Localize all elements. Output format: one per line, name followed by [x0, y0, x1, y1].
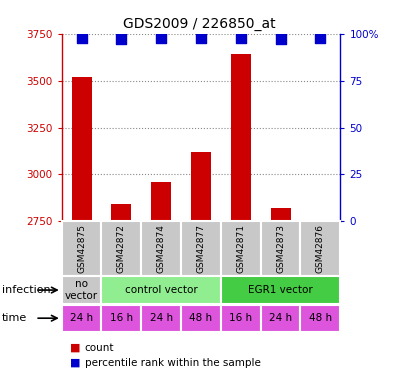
Bar [181, 304, 221, 332]
Text: ■: ■ [70, 343, 80, 353]
Text: GSM42873: GSM42873 [276, 224, 285, 273]
Text: 48 h: 48 h [189, 313, 213, 323]
Text: no
vector: no vector [65, 279, 98, 301]
Text: 16 h: 16 h [110, 313, 133, 323]
Bar [231, 54, 251, 221]
Text: GSM42875: GSM42875 [77, 224, 86, 273]
Text: percentile rank within the sample: percentile rank within the sample [85, 358, 261, 368]
Point [118, 36, 125, 42]
Bar [181, 221, 221, 276]
Bar [221, 304, 261, 332]
Bar [141, 304, 181, 332]
Point [238, 34, 244, 40]
Point [158, 34, 164, 40]
Point [277, 36, 284, 42]
Point [317, 34, 324, 40]
Bar [141, 221, 181, 276]
Text: 24 h: 24 h [269, 313, 292, 323]
Bar [62, 276, 101, 304]
Point [78, 34, 85, 40]
Text: GSM42877: GSM42877 [197, 224, 205, 273]
Text: GSM42874: GSM42874 [157, 224, 166, 273]
Bar [300, 221, 340, 276]
Bar [101, 221, 141, 276]
Bar [271, 208, 291, 221]
Text: 24 h: 24 h [150, 313, 173, 323]
Text: GDS2009 / 226850_at: GDS2009 / 226850_at [123, 17, 275, 31]
Bar [300, 304, 340, 332]
Bar [151, 182, 171, 221]
Bar [101, 304, 141, 332]
Bar [72, 77, 92, 221]
Text: control vector: control vector [125, 285, 197, 295]
Text: ■: ■ [70, 358, 80, 368]
Text: time: time [2, 313, 27, 323]
Text: GSM42871: GSM42871 [236, 224, 245, 273]
Bar [111, 204, 131, 221]
Text: infection: infection [2, 285, 51, 295]
Text: GSM42872: GSM42872 [117, 224, 126, 273]
Text: 48 h: 48 h [309, 313, 332, 323]
Bar [101, 276, 221, 304]
Bar [310, 220, 330, 221]
Point [198, 34, 204, 40]
Text: EGR1 vector: EGR1 vector [248, 285, 313, 295]
Bar [62, 304, 101, 332]
Bar [62, 221, 101, 276]
Bar [191, 152, 211, 221]
Text: count: count [85, 343, 114, 353]
Text: GSM42876: GSM42876 [316, 224, 325, 273]
Bar [261, 221, 300, 276]
Bar [221, 221, 261, 276]
Text: 24 h: 24 h [70, 313, 93, 323]
Text: 16 h: 16 h [229, 313, 252, 323]
Bar [221, 276, 340, 304]
Bar [261, 304, 300, 332]
